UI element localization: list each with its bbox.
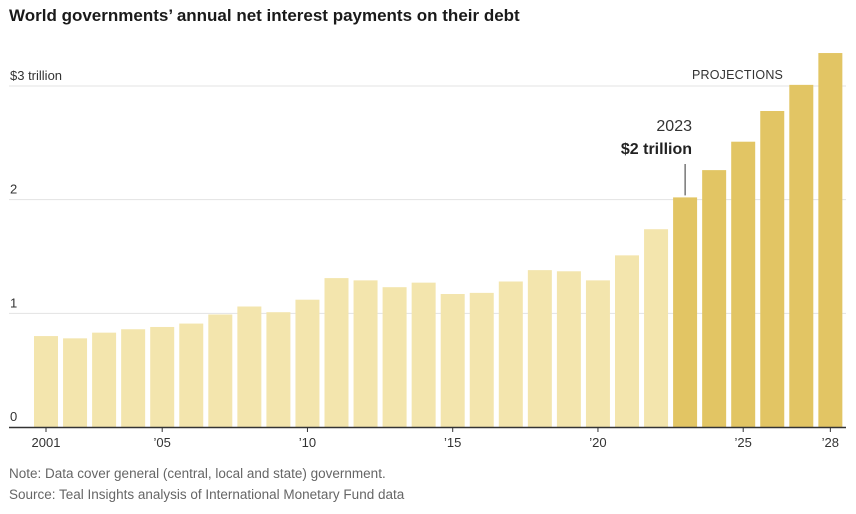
bar (382, 287, 407, 427)
projections-label: PROJECTIONS (692, 68, 783, 82)
source-note: Source: Teal Insights analysis of Intern… (9, 487, 405, 502)
bar (63, 338, 88, 427)
bar (760, 111, 785, 428)
x-tick-label: ’15 (444, 435, 461, 450)
bar (92, 332, 117, 427)
y-tick-label: 2 (10, 182, 17, 197)
bar (411, 282, 436, 427)
chart-title: World governments’ annual net interest p… (9, 6, 520, 25)
bar (324, 278, 349, 427)
bar (469, 292, 494, 427)
bar (673, 197, 698, 427)
bar (731, 141, 756, 428)
footnote: Note: Data cover general (central, local… (9, 466, 386, 481)
bar (498, 281, 523, 427)
x-tick-label: ’25 (735, 435, 752, 450)
bar (121, 329, 146, 427)
bar (34, 336, 58, 427)
bar (585, 280, 610, 427)
bar (150, 326, 175, 427)
bar (818, 53, 843, 427)
bar (237, 306, 262, 427)
bar (527, 270, 552, 427)
bar (789, 84, 814, 427)
bar (644, 229, 669, 427)
y-tick-label: 1 (10, 295, 17, 310)
bar (179, 323, 204, 427)
bar (440, 294, 465, 427)
y-tick-label: 0 (10, 409, 17, 424)
x-tick-label: ’05 (154, 435, 171, 450)
annotation: PROJECTIONS 2023 $2 trillion (621, 68, 783, 196)
annotation-year: 2023 (656, 118, 692, 135)
bar (353, 280, 378, 427)
annotation-value: $2 trillion (621, 141, 692, 158)
bars (34, 53, 843, 428)
bar (266, 312, 291, 427)
y-tick-label: $3 trillion (10, 68, 62, 83)
bar (615, 255, 639, 427)
x-tick-label: ’10 (299, 435, 316, 450)
bar (556, 271, 581, 427)
x-tick-label: ’20 (589, 435, 606, 450)
x-tick-label: 2001 (32, 435, 61, 450)
bar (702, 170, 727, 427)
axes: 0 1 2 $3 trillion 2001 ’05 ’10 ’15 ’20 ’25 ’28 (9, 68, 846, 450)
x-tick-label: ’28 (822, 435, 839, 450)
bar (295, 299, 320, 427)
bar (208, 314, 233, 427)
